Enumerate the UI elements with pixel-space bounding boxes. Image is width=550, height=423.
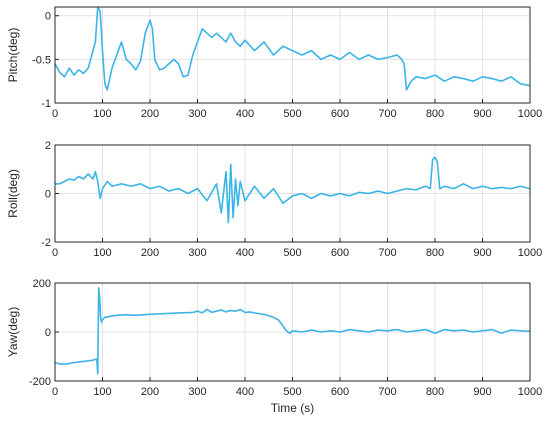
roll-xtick-label: 700: [378, 247, 396, 259]
yaw-series-line: [55, 287, 530, 375]
roll-xtick-label: 300: [188, 247, 206, 259]
yaw-axes-box: [54, 282, 531, 382]
pitch-xtick-label: 500: [283, 108, 301, 120]
yaw-xtick-label: 0: [52, 386, 58, 398]
roll-xtick-label: 100: [93, 247, 111, 259]
pitch-ytick-label: -0.5: [32, 54, 51, 66]
yaw-ytick-label: 200: [33, 278, 51, 290]
yaw-xtick-label: 100: [93, 386, 111, 398]
yaw-ytick-label: 0: [45, 327, 51, 339]
yaw-xtick-label: 500: [283, 386, 301, 398]
roll-xtick-label: 500: [283, 247, 301, 259]
roll-xtick-label: 400: [236, 247, 254, 259]
roll-ytick-label: -2: [41, 237, 51, 249]
roll-ylabel: Roll(deg): [6, 169, 20, 218]
yaw-xtick-label: 900: [473, 386, 491, 398]
pitch-xtick-label: 700: [378, 108, 396, 120]
roll-ytick-label: 0: [45, 189, 51, 201]
roll-xtick-label: 900: [473, 247, 491, 259]
roll-ytick-label: 2: [45, 140, 51, 152]
yaw-xtick-label: 600: [331, 386, 349, 398]
yaw-xtick-label: 400: [236, 386, 254, 398]
yaw-xtick-label: 1000: [518, 386, 542, 398]
roll-xtick-label: 200: [141, 247, 159, 259]
yaw-ylabel: Yaw(deg): [6, 307, 20, 357]
pitch-axes-box: [54, 6, 531, 104]
yaw-xlabel: Time (s): [271, 401, 315, 415]
pitch-series-line: [55, 7, 530, 91]
roll-series-line: [55, 156, 530, 224]
pitch-panel: 0 100 200 300 400 500 600 700 800 900 1000 -1 -0.5 0 P…: [6, 6, 542, 120]
pitch-xtick-label: 800: [426, 108, 444, 120]
pitch-xtick-label: 100: [93, 108, 111, 120]
roll-axes-box: [54, 144, 531, 243]
pitch-ylabel: Pitch(deg): [6, 28, 20, 83]
yaw-xtick-label: 300: [188, 386, 206, 398]
pitch-xtick-label: 0: [52, 108, 58, 120]
yaw-xtick-label: 800: [426, 386, 444, 398]
pitch-xtick-label: 1000: [518, 108, 542, 120]
yaw-xtick-label: 700: [378, 386, 396, 398]
roll-xtick-label: 600: [331, 247, 349, 259]
roll-xtick-label: 1000: [518, 247, 542, 259]
roll-xtick-label: 800: [426, 247, 444, 259]
pitch-ytick-label: 0: [45, 11, 51, 23]
yaw-panel: 0 100 200 300 400 500 600 700 800 900 1000-2000200…: [6, 278, 542, 415]
pitch-ytick-label: -1: [41, 98, 51, 110]
yaw-xtick-label: 200: [141, 386, 159, 398]
roll-xtick-label: 0: [52, 247, 58, 259]
pitch-xtick-label: 600: [331, 108, 349, 120]
pitch-xtick-label: 400: [236, 108, 254, 120]
pitch-xtick-label: 900: [473, 108, 491, 120]
pitch-xtick-label: 300: [188, 108, 206, 120]
pitch-xtick-label: 200: [141, 108, 159, 120]
roll-panel: 0 100 200 300 400 500 600 700 800 900 1000-202Roll…: [6, 140, 542, 259]
yaw-ytick-label: -200: [29, 376, 51, 388]
